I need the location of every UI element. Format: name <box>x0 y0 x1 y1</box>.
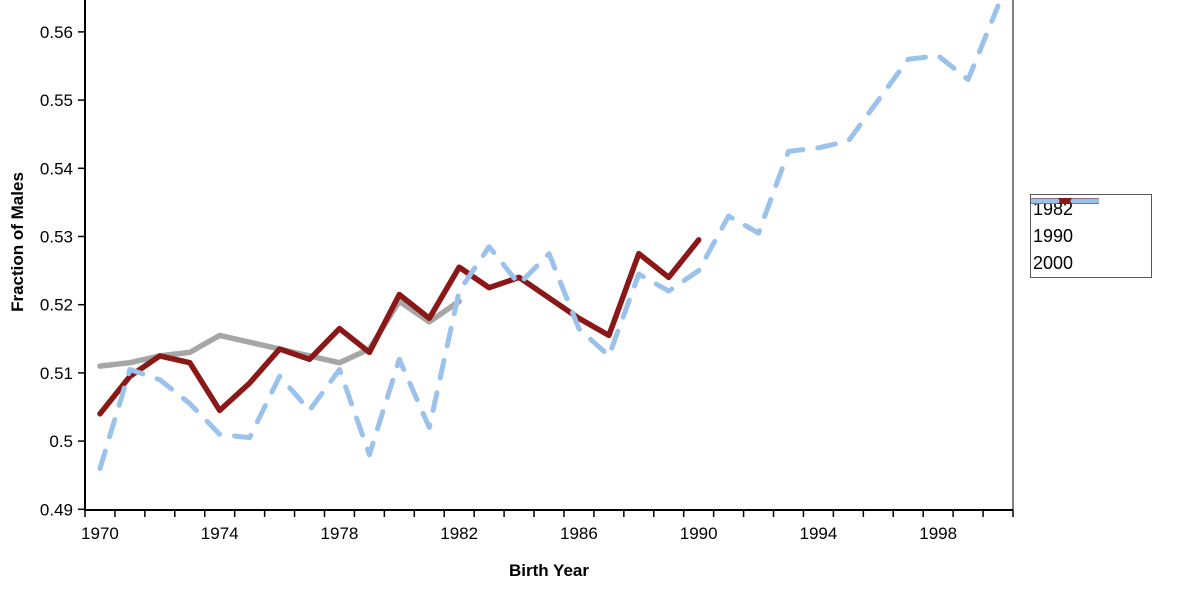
x-tick-label: 1994 <box>800 524 838 543</box>
legend-item-1990: 1990 <box>1031 198 1149 249</box>
y-tick-label: 0.49 <box>40 500 73 519</box>
x-tick-label: 1990 <box>680 524 718 543</box>
y-tick-label: 0.51 <box>40 364 73 383</box>
legend-label-1982: 1982 <box>1033 199 1074 219</box>
y-tick-label: 0.55 <box>40 91 73 110</box>
x-tick-label: 1970 <box>81 524 119 543</box>
legend-label-2000: 2000 <box>1033 253 1074 273</box>
legend: 1982 1990 2000 <box>1030 194 1152 278</box>
x-tick-label: 1982 <box>440 524 478 543</box>
series-line-1990 <box>97 237 702 417</box>
y-tick-label: 0.56 <box>40 23 73 42</box>
x-tick-label: 1974 <box>201 524 239 543</box>
legend-swatch-2000 <box>1031 198 1099 204</box>
y-axis-title: Fraction of Males <box>8 172 27 312</box>
series-line-2000 <box>97 3 1001 471</box>
x-axis-title: Birth Year <box>508 561 589 580</box>
x-tick-label: 1978 <box>321 524 359 543</box>
y-tick-label: 0.54 <box>40 159 73 178</box>
x-tick-label: 1986 <box>560 524 598 543</box>
series-line-1982 <box>97 298 462 369</box>
y-tick-label: 0.5 <box>49 432 73 451</box>
y-tick-label: 0.53 <box>40 228 73 247</box>
x-tick-label: 1998 <box>919 524 957 543</box>
y-tick-label: 0.52 <box>40 296 73 315</box>
legend-item-2000: 2000 <box>1031 198 1149 276</box>
legend-label-1990: 1990 <box>1033 226 1074 246</box>
